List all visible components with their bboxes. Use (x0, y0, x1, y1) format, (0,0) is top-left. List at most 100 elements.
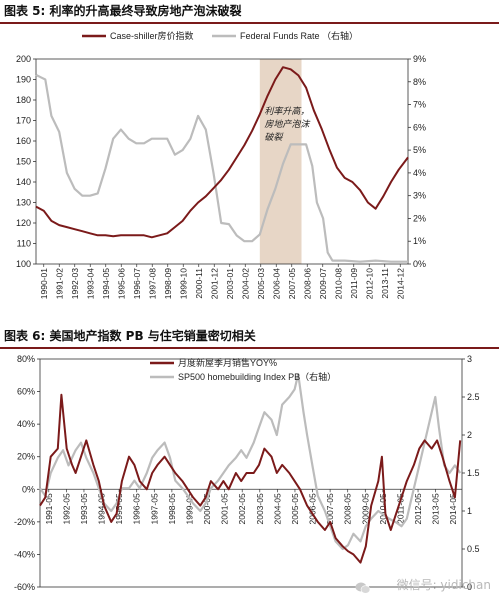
fig6-x-tick-label: 2014-05 (448, 493, 458, 524)
fig5-x-tick-label: 2014-12 (395, 268, 405, 299)
fig6-y-left-tick-label: 80% (17, 354, 35, 364)
fig6-x-tick-label: 1994-05 (97, 493, 107, 524)
fig5-legend-label: Case-shiller房价指数 (110, 30, 194, 41)
fig6-y-right-tick-label: 1.5 (467, 468, 480, 478)
fig6-x-tick-label: 2009-05 (360, 493, 370, 524)
fig5-y-left-tick-label: 160 (16, 136, 31, 146)
fig5-y-right-tick-label: 2% (413, 213, 426, 223)
fig5-y-right-tick-label: 8% (413, 77, 426, 87)
fig5-x-tick-label: 2010-08 (333, 268, 343, 299)
fig6-x-tick-label: 1996-05 (132, 493, 142, 524)
fig6-legend-label: 月度新屋季月销售YOY% (178, 357, 277, 368)
fig5-x-tick-label: 2009-07 (318, 268, 328, 299)
fig6-x-tick-label: 2004-05 (272, 493, 282, 524)
chart-sales-yoy-vs-homebuilding-pb: -60% -40% -20% 0% 20% 40% 60% 80% 0 0.5 1 1.5 2 2.5 3 1… (14, 354, 480, 592)
fig5-y-left-tick-label: 180 (16, 95, 31, 105)
fig5-x-tick-label: 1996-07 (132, 268, 142, 299)
fig5-y-right-tick-label: 1% (413, 236, 426, 246)
fig5-x-tick-label: 2006-04 (271, 268, 281, 299)
fig5-y-left-tick-label: 150 (16, 157, 31, 167)
fig6-y-left-tick-label: 40% (17, 419, 35, 429)
fig6-y-right-tick-label: 1 (467, 506, 472, 516)
fig6-x-tick-label: 2005-05 (290, 493, 300, 524)
watermark-text: 微信号: yidichan (396, 578, 491, 592)
fig5-y-right-tick-label: 4% (413, 168, 426, 178)
fig5-y-left-tick-label: 200 (16, 54, 31, 64)
fig6-y-left-tick-label: 0% (22, 484, 35, 494)
fig6-x-tick-label: 2008-05 (343, 493, 353, 524)
fig5-shaded-region (259, 59, 302, 264)
fig5-annotation-line: 房地产泡沫 (264, 119, 311, 129)
fig5-y-right-tick-label: 3% (413, 191, 426, 201)
fig5-x-tick-label: 2003-01 (225, 268, 235, 299)
fig5-y-right-tick-label: 6% (413, 122, 426, 132)
fig6-series-line-left-axis (39, 393, 462, 564)
fig6-x-tick-label: 2006-05 (308, 493, 318, 524)
fig5-x-tick-label: 2011-09 (349, 268, 359, 299)
fig6-x-tick-label: 2010-05 (378, 493, 388, 524)
fig6-x-tick-label: 1997-05 (149, 493, 159, 524)
fig6-x-tick-label: 2007-05 (325, 493, 335, 524)
fig6-x-tick-label: 1999-05 (184, 493, 194, 524)
fig6-y-left-tick-label: -60% (14, 582, 35, 592)
fig5-x-tick-label: 1992-03 (70, 268, 80, 299)
fig6-y-right-tick-label: 2.5 (467, 392, 480, 402)
fig5-y-left-tick-label: 190 (16, 75, 31, 85)
fig6-x-tick-label: 1991-05 (44, 493, 54, 524)
fig5-x-tick-label: 1995-06 (116, 268, 126, 299)
fig6-x-tick-label: 1998-05 (167, 493, 177, 524)
fig6-y-left-tick-label: 20% (17, 452, 35, 462)
fig5-x-tick-label: 2012-10 (364, 268, 374, 299)
fig5-annotation-line: 利率升高， (264, 106, 309, 116)
figure-5-rule (0, 22, 499, 24)
fig6-x-tick-label: 2013-05 (431, 493, 441, 524)
fig6-y-right-tick-label: 0.5 (467, 544, 480, 554)
fig5-y-right-tick-label: 5% (413, 145, 426, 155)
fig5-annotation-line: 破裂 (264, 132, 284, 142)
fig5-x-tick-label: 2013-11 (380, 268, 390, 299)
fig5-series-line-left-axis (35, 66, 409, 239)
fig5-y-left-tick-label: 110 (17, 239, 31, 249)
fig5-y-right-tick-label: 0% (413, 259, 426, 269)
fig5-x-tick-label: 2007-05 (287, 268, 297, 299)
fig5-y-left-tick-label: 120 (16, 218, 31, 228)
figure-6-title: 图表 6: 美国地产指数 PB 与住宅销量密切相关 (4, 329, 256, 343)
fig5-x-tick-label: 2008-06 (302, 268, 312, 299)
fig6-y-right-tick-label: 2 (467, 430, 472, 440)
fig5-x-tick-label: 1998-09 (163, 268, 173, 299)
fig5-x-tick-label: 2001-12 (209, 268, 219, 299)
fig6-x-tick-label: 2012-05 (413, 493, 423, 524)
fig5-series-line-right-axis (35, 73, 408, 263)
fig6-y-right-tick-label: 0 (467, 582, 472, 592)
fig6-legend-label: SP500 homebuilding Index PB（右轴） (178, 371, 336, 382)
fig6-x-tick-label: 1992-05 (61, 493, 71, 524)
fig5-x-tick-label: 1999-10 (178, 268, 188, 299)
fig5-x-tick-label: 1993-04 (85, 268, 95, 299)
fig6-y-left-tick-label: -40% (14, 549, 35, 559)
fig6-x-tick-label: 2011-05 (395, 493, 405, 524)
wechat-icon (355, 582, 371, 594)
fig5-x-tick-label: 2005-03 (256, 268, 266, 299)
fig5-y-right-tick-label: 9% (413, 54, 426, 64)
fig6-y-left-tick-label: -20% (14, 517, 35, 527)
fig6-x-tick-label: 2000-05 (202, 493, 212, 524)
chart-house-price-vs-fed-rate: 100 110 120 130 140 150 160 170 180 190 200 0% 1% 2% 3… (16, 30, 426, 299)
fig5-x-tick-label: 1991-02 (54, 268, 64, 299)
figure-6-rule (0, 347, 499, 349)
fig5-y-left-tick-label: 140 (16, 177, 31, 187)
figure-5-title: 图表 5: 利率的升高最终导致房地产泡沫破裂 (4, 4, 242, 18)
fig6-y-right-tick-label: 3 (467, 354, 472, 364)
fig5-legend-label: Federal Funds Rate （右轴） (240, 30, 358, 41)
fig6-y-left-tick-label: 60% (17, 387, 35, 397)
fig6-x-tick-label: 2003-05 (255, 493, 265, 524)
fig5-y-left-tick-label: 130 (16, 198, 31, 208)
fig6-x-tick-label: 1993-05 (79, 493, 89, 524)
fig5-x-tick-label: 1997-08 (147, 268, 157, 299)
fig5-x-tick-label: 2004-02 (240, 268, 250, 299)
fig5-y-left-tick-label: 100 (16, 259, 31, 269)
fig6-x-tick-label: 2001-05 (220, 493, 230, 524)
fig6-series-line-right-axis (39, 373, 462, 551)
fig5-x-tick-label: 1990-01 (39, 268, 49, 299)
fig6-x-tick-label: 1995-05 (114, 493, 124, 524)
fig6-x-tick-label: 2002-05 (237, 493, 247, 524)
